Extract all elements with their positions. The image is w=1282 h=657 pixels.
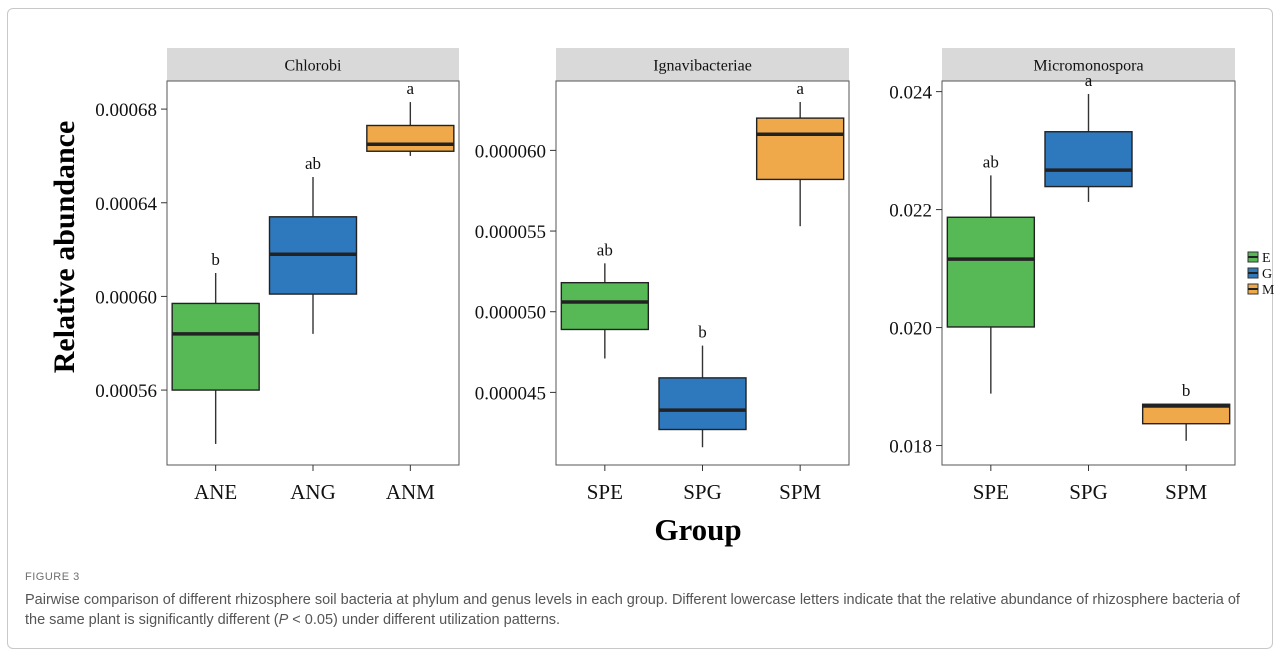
panel-0: Chlorobi 0.00056 0.00060 0.00064 0.00068 ANE A… bbox=[95, 48, 460, 504]
significance-letter: a bbox=[407, 79, 415, 98]
figure-frame bbox=[7, 8, 1273, 649]
y-tick-label: 0.018 bbox=[889, 437, 932, 458]
y-tick-label: 0.00068 bbox=[95, 100, 157, 121]
box-ANG: ab bbox=[268, 154, 358, 334]
y-tick-label: 0.000045 bbox=[475, 383, 546, 404]
significance-letter: ab bbox=[305, 154, 321, 173]
x-tick-label: ANM bbox=[386, 480, 435, 504]
box-SPM: a bbox=[755, 79, 845, 227]
legend: EGM bbox=[1247, 251, 1275, 298]
y-axis-title: Relative abundance bbox=[48, 121, 81, 374]
significance-letter: a bbox=[1085, 71, 1093, 90]
box-SPM: b bbox=[1141, 381, 1231, 441]
x-tick-label: SPM bbox=[779, 480, 821, 504]
caption-text-part1: Pairwise comparison of different rhizosp… bbox=[25, 592, 1240, 628]
box-body bbox=[658, 377, 747, 431]
legend-label: E bbox=[1262, 251, 1271, 266]
box-body bbox=[946, 216, 1036, 328]
box-body bbox=[366, 124, 455, 152]
box-SPG: a bbox=[1044, 71, 1133, 202]
legend-label: M bbox=[1262, 283, 1275, 298]
panel-2: Micromonospora 0.018 0.020 0.022 0.024 SPE SPG… bbox=[889, 48, 1236, 504]
panel-title: Ignavibacteriae bbox=[653, 58, 752, 75]
y-tick-label: 0.000050 bbox=[475, 303, 546, 324]
y-tick-label: 0.022 bbox=[889, 201, 932, 222]
significance-letter: ab bbox=[597, 240, 613, 259]
panel-header bbox=[556, 48, 849, 81]
significance-letter: a bbox=[796, 79, 804, 98]
y-tick-label: 0.000055 bbox=[475, 222, 546, 243]
significance-letter: b bbox=[698, 323, 707, 342]
panel-header bbox=[942, 48, 1235, 81]
significance-letter: b bbox=[1182, 381, 1191, 400]
legend-item-E: E bbox=[1247, 251, 1271, 266]
box-SPG: b bbox=[658, 323, 747, 448]
y-tick-label: 0.00064 bbox=[95, 194, 157, 215]
figure-caption: Pairwise comparison of different rhizosp… bbox=[25, 590, 1260, 630]
boxplot-figure: Relative abundance Group Chlorobi 0.00056… bbox=[48, 48, 1275, 547]
y-tick-label: 0.00056 bbox=[95, 381, 157, 402]
box-body bbox=[1044, 131, 1133, 188]
y-tick-label: 0.000060 bbox=[475, 141, 546, 162]
significance-letter: ab bbox=[983, 152, 999, 171]
box-body bbox=[755, 117, 845, 181]
caption-italic-p: P bbox=[278, 612, 289, 628]
box-body bbox=[171, 302, 260, 391]
box-SPE: ab bbox=[946, 152, 1036, 394]
panel-title: Micromonospora bbox=[1033, 58, 1143, 75]
legend-item-G: G bbox=[1247, 267, 1272, 282]
box-ANM: a bbox=[366, 79, 455, 156]
x-tick-label: ANG bbox=[290, 480, 336, 504]
figure-label: FIGURE 3 bbox=[25, 571, 80, 583]
significance-letter: b bbox=[211, 250, 220, 269]
x-tick-label: ANE bbox=[194, 480, 237, 504]
panel-title: Chlorobi bbox=[285, 58, 342, 75]
box-ANE: b bbox=[171, 250, 260, 444]
caption-text-part2: < 0.05) under different utilization patt… bbox=[288, 612, 561, 628]
y-tick-label: 0.020 bbox=[889, 319, 932, 340]
box-body bbox=[1141, 403, 1231, 425]
legend-item-M: M bbox=[1247, 283, 1275, 298]
x-tick-label: SPG bbox=[683, 480, 722, 504]
box-SPE: ab bbox=[560, 240, 650, 359]
y-tick-label: 0.00060 bbox=[95, 287, 157, 308]
x-tick-label: SPG bbox=[1069, 480, 1108, 504]
panel-1: Ignavibacteriae 0.000045 0.000050 0.000055 0… bbox=[475, 48, 850, 504]
y-tick-label: 0.024 bbox=[889, 83, 932, 104]
x-tick-label: SPE bbox=[587, 480, 623, 504]
x-tick-label: SPM bbox=[1165, 480, 1207, 504]
x-tick-label: SPE bbox=[973, 480, 1009, 504]
box-body bbox=[560, 281, 650, 331]
x-axis-title: Group bbox=[654, 512, 741, 547]
panel-header bbox=[167, 48, 459, 81]
legend-label: G bbox=[1262, 267, 1272, 282]
